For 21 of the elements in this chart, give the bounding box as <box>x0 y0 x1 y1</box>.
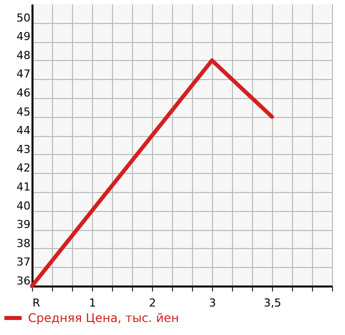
x-tick-label: 1 <box>89 296 96 310</box>
y-tick-label: 36 <box>16 274 30 288</box>
y-tick-label: 39 <box>16 218 30 232</box>
y-tick-label: 47 <box>16 68 30 81</box>
y-tick-label: 46 <box>16 86 30 100</box>
x-tick-label: 3 <box>209 296 216 310</box>
y-tick-label: 37 <box>16 256 30 269</box>
y-tick-label: 42 <box>16 162 30 175</box>
x-tick-label: R <box>32 296 40 310</box>
y-tick-label: 50 <box>16 11 30 24</box>
y-tick-label: 44 <box>16 124 30 138</box>
y-tick-label: 49 <box>16 30 30 44</box>
x-tick-label: 2 <box>149 296 156 310</box>
y-tick-label: 41 <box>16 180 30 194</box>
y-tick-label: 48 <box>16 48 30 62</box>
x-tick-label: 3,5 <box>264 296 282 310</box>
y-tick-label: 38 <box>16 236 30 250</box>
legend-label: Средняя Цена, тыс. йен <box>28 311 180 325</box>
y-tick-label: 45 <box>16 105 30 118</box>
y-tick-label: 43 <box>16 142 30 156</box>
y-tick-label: 40 <box>16 199 30 212</box>
